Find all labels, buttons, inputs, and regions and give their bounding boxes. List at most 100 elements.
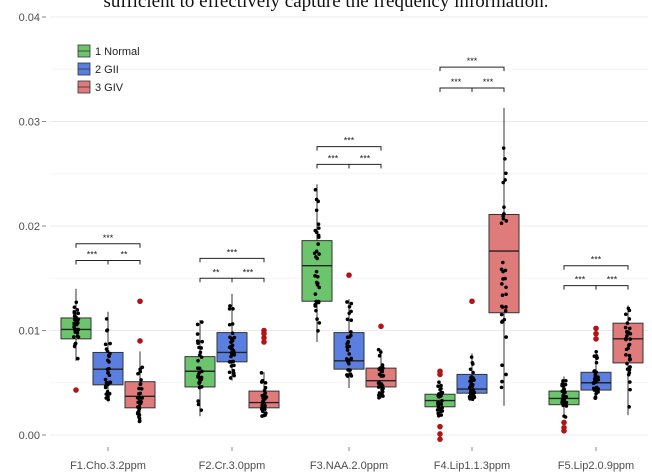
data-point bbox=[315, 317, 319, 321]
box-1-1 bbox=[60, 288, 92, 393]
data-point bbox=[380, 369, 384, 374]
data-point bbox=[504, 285, 508, 290]
data-point bbox=[263, 392, 267, 396]
y-tick-label: 0.03 bbox=[19, 117, 40, 129]
data-point bbox=[504, 305, 508, 309]
data-point bbox=[139, 378, 143, 382]
data-point bbox=[259, 371, 264, 375]
outlier-point bbox=[437, 431, 443, 437]
bracket-line bbox=[348, 163, 382, 169]
box-3-3 bbox=[365, 323, 397, 400]
data-point bbox=[592, 369, 597, 373]
outlier-point bbox=[137, 338, 143, 344]
outlier-point bbox=[378, 323, 384, 330]
outlier-point bbox=[437, 371, 443, 378]
bracket-line bbox=[107, 259, 141, 265]
data-point bbox=[231, 368, 236, 373]
data-point bbox=[314, 208, 319, 213]
data-point bbox=[377, 353, 382, 358]
data-point bbox=[263, 412, 268, 416]
significance-bracket: *** bbox=[75, 233, 141, 248]
data-point bbox=[196, 375, 200, 379]
data-point bbox=[628, 331, 633, 336]
data-point bbox=[439, 383, 443, 388]
data-point bbox=[380, 383, 385, 388]
data-point bbox=[471, 378, 476, 382]
significance-label: ** bbox=[120, 249, 128, 259]
data-point bbox=[76, 311, 81, 316]
bracket-line bbox=[199, 257, 265, 263]
data-point bbox=[72, 314, 77, 318]
data-point bbox=[316, 242, 320, 246]
outlier-point bbox=[261, 335, 267, 341]
outlier-point bbox=[346, 272, 352, 278]
data-point bbox=[592, 380, 596, 385]
x-axis: F1.Cho.3.2ppm F2.Cr.3.0ppm F3.NAA.2.0ppm F4… bbox=[70, 447, 634, 472]
outlier-point bbox=[469, 298, 475, 305]
data-point bbox=[380, 363, 385, 367]
box-4-1 bbox=[424, 368, 456, 442]
significance-bracket: *** bbox=[439, 56, 505, 72]
data-point bbox=[499, 304, 504, 309]
y-axis: 0.00 0.01 0.02 0.03 0.04 bbox=[19, 12, 46, 442]
significance-bracket: *** bbox=[471, 77, 505, 93]
data-point bbox=[380, 386, 385, 391]
significance-brackets: *** ******* ********* ********* ********* ***… bbox=[75, 56, 629, 290]
data-point bbox=[315, 256, 319, 261]
legend-item: 3 GIV bbox=[77, 80, 124, 94]
data-point bbox=[562, 414, 566, 418]
data-point bbox=[105, 358, 110, 363]
data-point bbox=[263, 385, 268, 390]
data-point bbox=[438, 408, 442, 412]
data-point bbox=[376, 381, 381, 385]
data-point bbox=[198, 350, 203, 355]
data-point bbox=[501, 180, 506, 185]
data-point bbox=[625, 331, 630, 336]
significance-label: *** bbox=[103, 233, 114, 243]
data-point bbox=[440, 390, 445, 395]
data-point bbox=[73, 341, 78, 346]
data-point bbox=[628, 356, 632, 361]
bracket-line bbox=[439, 87, 473, 93]
data-point bbox=[230, 331, 235, 336]
data-point bbox=[137, 386, 141, 391]
data-point bbox=[228, 335, 232, 340]
legend: 1 Normal 2 GII 3 GIV bbox=[77, 44, 140, 94]
data-point bbox=[200, 320, 204, 324]
data-point bbox=[501, 260, 505, 265]
box-5-3 bbox=[612, 305, 644, 416]
data-point bbox=[75, 307, 80, 312]
data-point bbox=[440, 398, 444, 403]
box-plots bbox=[60, 107, 644, 442]
bracket-line bbox=[316, 146, 382, 151]
data-point bbox=[628, 380, 632, 384]
data-point bbox=[469, 383, 473, 388]
data-point bbox=[227, 322, 232, 327]
data-point bbox=[347, 352, 352, 356]
data-point bbox=[72, 305, 77, 310]
data-point bbox=[503, 157, 507, 161]
data-point bbox=[227, 345, 232, 350]
data-point bbox=[227, 307, 232, 311]
data-point bbox=[229, 360, 233, 364]
data-point bbox=[74, 318, 79, 323]
data-point bbox=[594, 360, 599, 365]
y-tick-label: 0.04 bbox=[19, 12, 40, 24]
data-point bbox=[197, 353, 202, 357]
data-point bbox=[103, 384, 108, 389]
data-point bbox=[595, 356, 599, 360]
box-5-2 bbox=[580, 325, 612, 400]
data-point bbox=[626, 306, 631, 311]
significance-label: *** bbox=[344, 136, 355, 146]
box-2-2 bbox=[216, 293, 248, 381]
data-point bbox=[626, 346, 630, 351]
box-5-1 bbox=[548, 376, 580, 434]
data-point bbox=[72, 321, 76, 326]
box-4-2 bbox=[456, 298, 488, 401]
data-point bbox=[348, 372, 353, 376]
outlier-point bbox=[593, 330, 599, 337]
data-point bbox=[347, 361, 351, 366]
data-point bbox=[200, 339, 205, 344]
data-point bbox=[317, 226, 321, 230]
data-point bbox=[504, 219, 509, 223]
